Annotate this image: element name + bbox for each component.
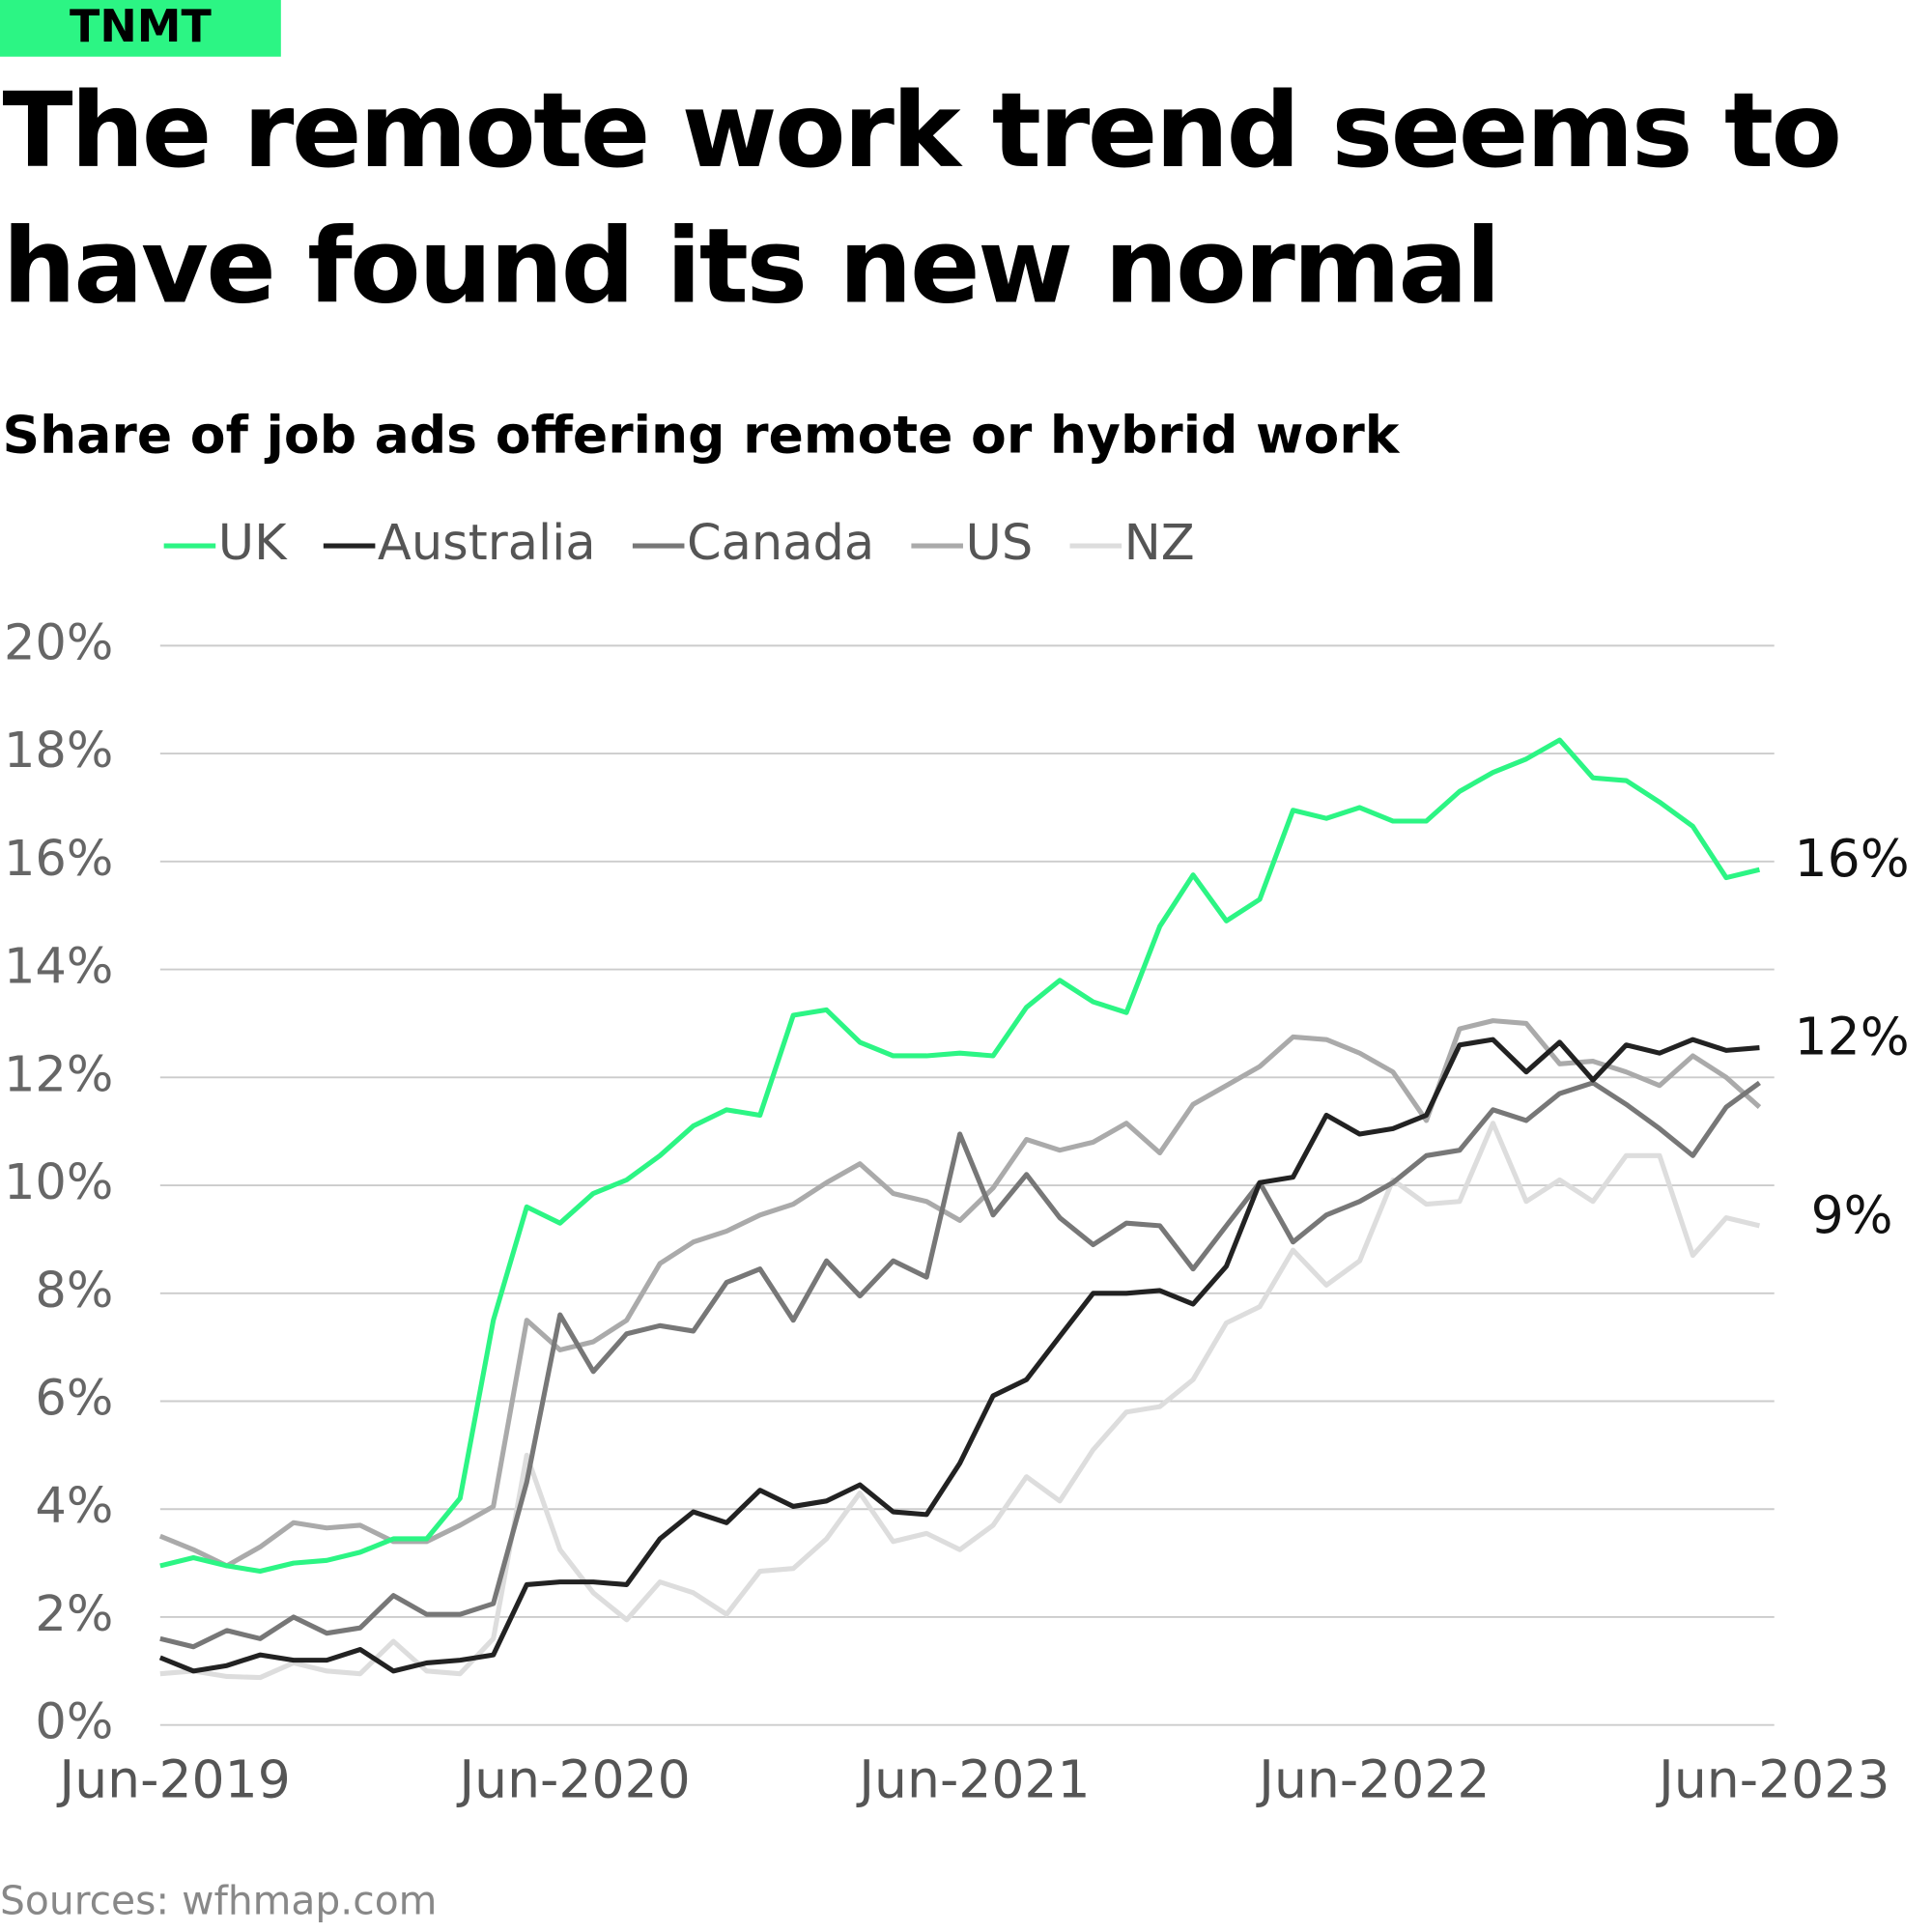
x-tick-label: Jun-2022 xyxy=(1256,1748,1490,1809)
end-label: 16% xyxy=(1795,828,1910,889)
y-tick-label: 8% xyxy=(35,1263,113,1320)
x-tick-label: Jun-2019 xyxy=(56,1748,290,1809)
series-line xyxy=(159,1080,1761,1650)
source: Sources: wfhmap.com xyxy=(0,1878,437,1924)
legend-label: Canada xyxy=(687,515,874,572)
series-line xyxy=(158,1018,1762,1569)
x-tick-label: Jun-2021 xyxy=(856,1748,1090,1809)
series-line xyxy=(158,1037,1760,1674)
chart-subtitle: Share of job ads offering remote or hybr… xyxy=(3,405,1401,466)
end-label: 9% xyxy=(1811,1184,1893,1245)
y-tick-label: 12% xyxy=(4,1046,113,1103)
logo: TNMT xyxy=(70,0,212,52)
legend-label: US xyxy=(966,515,1034,572)
y-tick-label: 6% xyxy=(35,1371,113,1428)
chart-title: The remote work trend seems to xyxy=(3,71,1840,191)
legend-label: Australia xyxy=(378,515,596,572)
y-tick-label: 14% xyxy=(4,939,113,996)
x-tick-label: Jun-2020 xyxy=(456,1748,690,1809)
chart-title: have found its new normal xyxy=(3,207,1499,327)
y-tick-label: 4% xyxy=(35,1478,113,1535)
x-tick-label: Jun-2023 xyxy=(1656,1748,1889,1809)
legend-label: NZ xyxy=(1124,515,1195,572)
y-tick-label: 16% xyxy=(4,831,113,888)
legend-label: UK xyxy=(218,515,288,572)
series-line xyxy=(159,737,1761,1575)
y-tick-label: 20% xyxy=(4,614,113,671)
logo-box xyxy=(0,0,281,57)
series-line xyxy=(159,1121,1761,1681)
end-label: 12% xyxy=(1795,1007,1910,1067)
y-tick-label: 10% xyxy=(4,1154,113,1211)
y-tick-label: 18% xyxy=(4,723,113,780)
y-tick-label: 2% xyxy=(35,1586,113,1643)
y-tick-label: 0% xyxy=(35,1694,113,1751)
